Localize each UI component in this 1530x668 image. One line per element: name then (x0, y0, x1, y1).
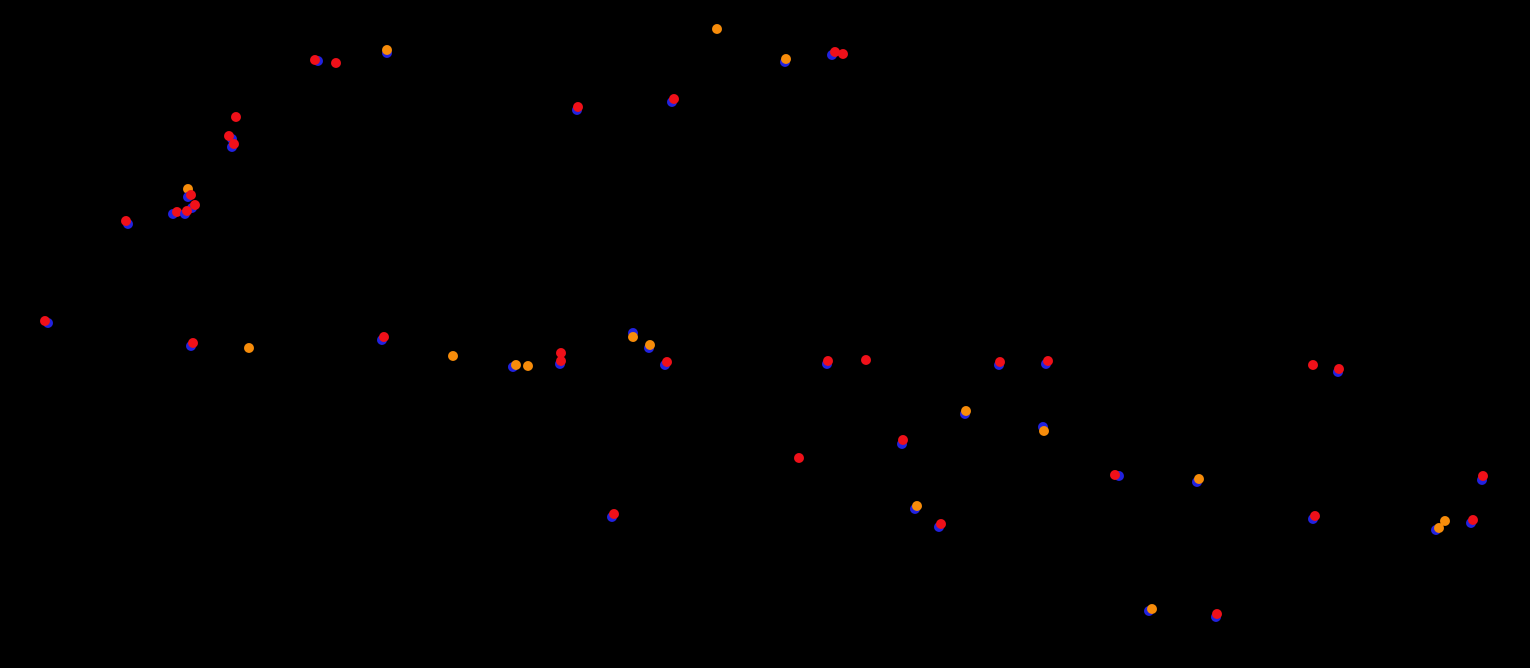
red-marker (40, 316, 50, 326)
orange-marker (382, 45, 392, 55)
red-marker (172, 207, 182, 217)
red-marker (331, 58, 341, 68)
orange-marker (1039, 426, 1049, 436)
red-marker (1334, 364, 1344, 374)
red-marker (231, 112, 241, 122)
red-marker (830, 47, 840, 57)
red-marker (1468, 515, 1478, 525)
red-marker (898, 435, 908, 445)
red-marker (1043, 356, 1053, 366)
red-marker (188, 338, 198, 348)
red-marker (995, 357, 1005, 367)
red-marker (190, 200, 200, 210)
orange-marker (244, 343, 254, 353)
red-marker (573, 102, 583, 112)
orange-marker (511, 360, 521, 370)
orange-marker (523, 361, 533, 371)
orange-marker (183, 184, 193, 194)
orange-marker (781, 54, 791, 64)
red-marker (669, 94, 679, 104)
red-marker (1308, 360, 1318, 370)
orange-marker (1147, 604, 1157, 614)
orange-marker (1194, 474, 1204, 484)
red-marker (556, 356, 566, 366)
red-marker (838, 49, 848, 59)
orange-marker (1440, 516, 1450, 526)
red-marker (379, 332, 389, 342)
red-marker (310, 55, 320, 65)
orange-marker (712, 24, 722, 34)
red-marker (1478, 471, 1488, 481)
red-marker (794, 453, 804, 463)
red-marker (229, 139, 239, 149)
red-marker (609, 509, 619, 519)
orange-marker (448, 351, 458, 361)
red-marker (186, 190, 196, 200)
red-marker (556, 348, 566, 358)
red-marker (1212, 609, 1222, 619)
orange-marker (912, 501, 922, 511)
red-marker (224, 131, 234, 141)
orange-marker (645, 340, 655, 350)
red-marker (823, 356, 833, 366)
red-marker (662, 357, 672, 367)
red-marker (121, 216, 131, 226)
orange-marker (1434, 523, 1444, 533)
red-marker (1310, 511, 1320, 521)
orange-marker (961, 406, 971, 416)
red-marker (861, 355, 871, 365)
red-marker (1110, 470, 1120, 480)
red-marker (182, 206, 192, 216)
orange-marker (628, 332, 638, 342)
red-marker (936, 519, 946, 529)
